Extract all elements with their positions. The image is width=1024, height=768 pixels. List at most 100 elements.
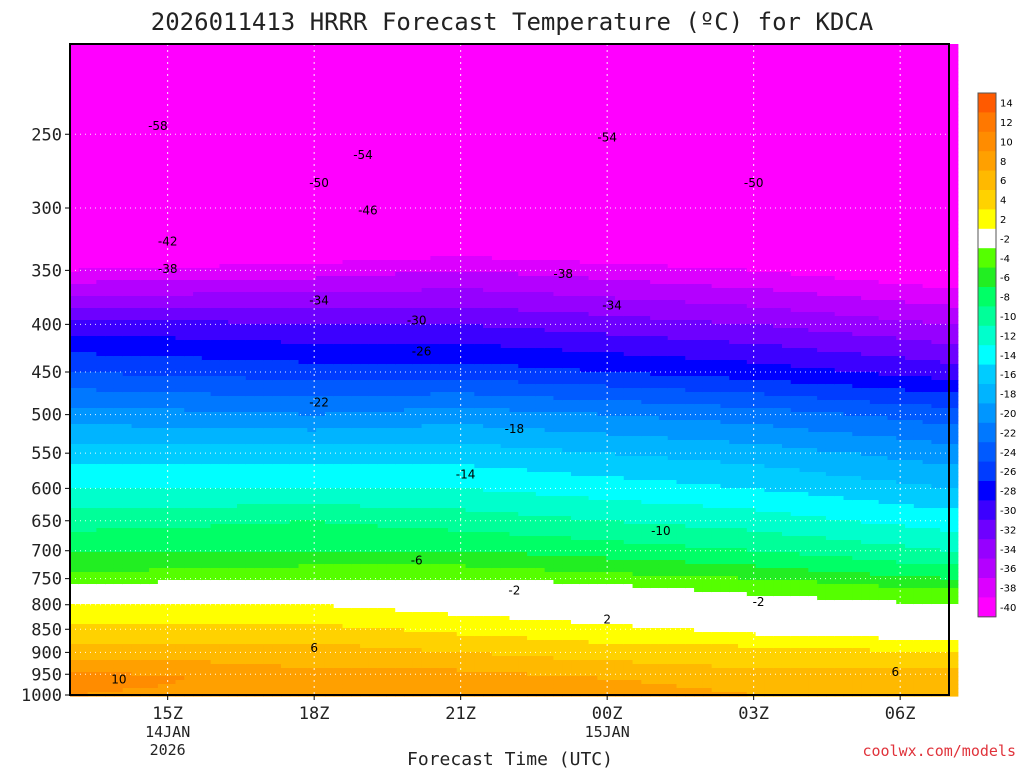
temperature-cell (96, 468, 106, 473)
temperature-cell (157, 120, 168, 125)
temperature-cell (184, 380, 194, 385)
temperature-cell (280, 196, 291, 201)
temperature-cell (193, 128, 203, 133)
temperature-cell (184, 472, 194, 477)
temperature-cell (245, 240, 256, 245)
temperature-cell (96, 428, 106, 433)
temperature-cell (228, 396, 238, 401)
temperature-cell (272, 204, 282, 209)
temperature-cell (113, 276, 124, 281)
temperature-cell (289, 504, 300, 509)
temperature-cell (87, 612, 97, 617)
temperature-cell (298, 284, 308, 289)
temperature-cell (105, 424, 115, 429)
temperature-cell (87, 532, 97, 537)
temperature-cell (122, 540, 133, 545)
temperature-cell (193, 252, 203, 257)
temperature-cell (210, 272, 221, 277)
temperature-cell (175, 300, 185, 305)
temperature-cell (184, 184, 194, 189)
temperature-cell (113, 52, 124, 57)
temperature-cell (263, 576, 273, 581)
temperature-cell (254, 364, 264, 369)
temperature-cell (333, 116, 344, 121)
temperature-cell (157, 312, 168, 317)
temperature-cell (70, 576, 80, 581)
temperature-cell (157, 676, 168, 681)
temperature-cell (149, 484, 159, 489)
temperature-cell (316, 372, 326, 377)
temperature-cell (193, 56, 203, 61)
temperature-cell (254, 236, 264, 241)
temperature-cell (280, 632, 291, 637)
temperature-cell (87, 184, 97, 189)
temperature-cell (113, 632, 124, 637)
temperature-cell (193, 516, 203, 521)
temperature-cell (122, 48, 133, 53)
temperature-cell (289, 600, 300, 605)
temperature-cell (263, 168, 273, 173)
temperature-cell (324, 204, 335, 209)
temperature-cell (245, 344, 256, 349)
temperature-cell (193, 676, 203, 681)
temperature-cell (105, 104, 115, 109)
temperature-cell (324, 512, 335, 517)
temperature-cell (307, 76, 317, 81)
temperature-cell (280, 156, 291, 161)
temperature-cell (166, 56, 177, 61)
temperature-cell (263, 196, 273, 201)
temperature-cell (333, 260, 344, 265)
temperature-cell (307, 540, 317, 545)
temperature-cell (254, 188, 264, 193)
temperature-cell (87, 652, 97, 657)
temperature-cell (228, 552, 238, 557)
temperature-cell (78, 340, 89, 345)
temperature-cell (263, 600, 273, 605)
temperature-cell (333, 440, 344, 445)
temperature-cell (245, 640, 256, 645)
temperature-cell (70, 48, 80, 53)
temperature-cell (333, 140, 344, 145)
temperature-cell (157, 548, 168, 553)
temperature-cell (219, 552, 229, 557)
temperature-cell (96, 536, 106, 541)
temperature-cell (193, 660, 203, 665)
temperature-cell (78, 368, 89, 373)
temperature-cell (289, 572, 300, 577)
temperature-cell (113, 208, 124, 213)
temperature-cell (237, 616, 247, 621)
temperature-cell (113, 184, 124, 189)
temperature-cell (254, 428, 264, 433)
temperature-cell (70, 188, 80, 193)
temperature-cell (166, 316, 177, 321)
temperature-cell (96, 52, 106, 57)
temperature-cell (105, 156, 115, 161)
temperature-cell (254, 688, 264, 693)
temperature-cell (245, 500, 256, 505)
temperature-cell (298, 252, 308, 257)
temperature-cell (298, 60, 308, 65)
temperature-cell (289, 484, 300, 489)
temperature-cell (105, 116, 115, 121)
temperature-cell (201, 184, 212, 189)
temperature-cell (254, 104, 264, 109)
temperature-cell (289, 56, 300, 61)
temperature-cell (254, 72, 264, 77)
temperature-cell (105, 112, 115, 117)
temperature-cell (122, 428, 133, 433)
temperature-cell (289, 132, 300, 137)
temperature-cell (70, 288, 80, 293)
temperature-cell (201, 480, 212, 485)
temperature-cell (105, 292, 115, 297)
temperature-cell (122, 644, 133, 649)
temperature-cell (272, 420, 282, 425)
temperature-cell (245, 180, 256, 185)
temperature-cell (272, 664, 282, 669)
temperature-cell (149, 512, 159, 517)
temperature-cell (184, 160, 194, 165)
temperature-cell (333, 416, 344, 421)
temperature-cell (307, 128, 317, 133)
temperature-cell (78, 620, 89, 625)
temperature-cell (333, 288, 344, 293)
temperature-cell (254, 292, 264, 297)
